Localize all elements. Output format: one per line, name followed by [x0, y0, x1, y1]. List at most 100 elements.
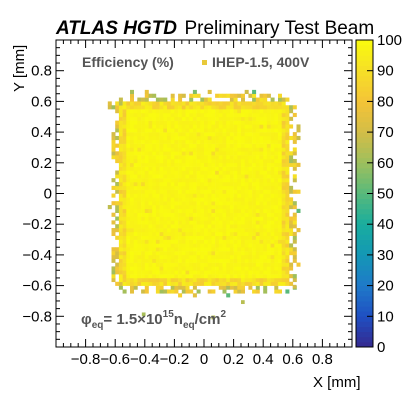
heatmap-cell — [159, 166, 164, 171]
heatmap-cell — [263, 254, 268, 260]
heatmap-cell — [204, 205, 208, 210]
heatmap-cell — [237, 170, 242, 175]
heatmap-cell — [241, 277, 245, 283]
heatmap-cell — [178, 293, 183, 298]
heatmap-cell — [252, 135, 257, 141]
heatmap-cell — [170, 270, 175, 275]
heatmap-cell — [141, 109, 146, 114]
heatmap-cell — [211, 189, 216, 194]
heatmap-cell — [237, 216, 242, 221]
heatmap-cell — [244, 147, 249, 152]
heatmap-cell — [189, 243, 194, 248]
heatmap-cell — [133, 262, 138, 267]
heatmap-cell — [107, 101, 112, 106]
heatmap-cell — [274, 231, 279, 237]
heatmap-cell — [226, 132, 231, 137]
heatmap-cell — [141, 162, 146, 167]
heatmap-cell — [229, 239, 234, 244]
heatmap-cell — [174, 251, 179, 256]
colorbar-segment — [356, 75, 373, 82]
heatmap-cell — [237, 201, 242, 206]
heatmap-cell — [189, 158, 194, 164]
heatmap-cell — [266, 105, 271, 110]
heatmap-cell — [211, 224, 216, 229]
y-tick-label: 0 — [44, 186, 52, 203]
heatmap-cell — [155, 235, 160, 240]
heatmap-cell — [144, 235, 149, 240]
y-tick-label: −0.8 — [22, 308, 52, 325]
heatmap-cell — [163, 101, 168, 106]
heatmap-cell — [163, 239, 168, 244]
heatmap-cell — [189, 274, 194, 279]
heatmap-cell — [192, 277, 197, 283]
heatmap-cell — [244, 185, 249, 190]
heatmap-cell — [155, 247, 160, 252]
heatmap-cell — [196, 274, 201, 279]
heatmap-cell — [152, 135, 157, 141]
heatmap-cell — [185, 247, 190, 252]
heatmap-cell — [174, 258, 179, 263]
heatmap-cell — [226, 105, 231, 110]
heatmap-cell — [278, 97, 282, 102]
heatmap-cell — [274, 224, 279, 229]
heatmap-cell — [152, 185, 157, 190]
heatmap-cell — [152, 170, 157, 175]
heatmap-cell — [152, 220, 157, 225]
heatmap-cell — [170, 101, 175, 106]
heatmap-cell — [178, 135, 183, 141]
heatmap-cell — [278, 93, 282, 98]
heatmap-cell — [259, 193, 264, 198]
heatmap-cell — [118, 270, 123, 275]
heatmap-cell — [218, 155, 223, 160]
heatmap-cell — [270, 274, 275, 279]
heatmap-cell — [207, 158, 212, 164]
heatmap-cell — [218, 162, 223, 167]
heatmap-cell — [141, 239, 146, 244]
heatmap-cell — [126, 128, 131, 133]
heatmap-cell — [204, 151, 208, 156]
heatmap-cell — [181, 178, 186, 183]
heatmap-cell — [152, 262, 157, 267]
heatmap-cell — [144, 109, 149, 114]
heatmap-cell — [185, 143, 190, 148]
heatmap-cell — [226, 116, 231, 121]
heatmap-cell — [200, 158, 205, 164]
heatmap-cell — [255, 193, 260, 198]
heatmap-cell — [144, 120, 149, 125]
heatmap-cell — [115, 185, 120, 190]
heatmap-cell — [281, 128, 286, 133]
heatmap-cell — [237, 174, 242, 179]
heatmap-cell — [185, 266, 190, 271]
heatmap-cell — [241, 124, 245, 129]
heatmap-cell — [122, 258, 127, 263]
heatmap-cell — [222, 101, 227, 106]
heatmap-cell — [181, 212, 186, 217]
heatmap-cell — [133, 124, 138, 129]
heatmap-cell — [229, 212, 234, 217]
heatmap-cell — [263, 185, 268, 190]
heatmap-cell — [192, 239, 197, 244]
heatmap-cell — [278, 262, 282, 267]
heatmap-cell — [126, 166, 131, 171]
colorbar-segment — [356, 116, 373, 123]
heatmap-cell — [285, 270, 290, 275]
heatmap-cell — [141, 166, 146, 171]
heatmap-cell — [133, 193, 138, 198]
y-tick-label: 0.2 — [31, 155, 52, 172]
heatmap-cell — [244, 243, 249, 248]
heatmap-cell — [270, 155, 275, 160]
heatmap-cell — [163, 124, 168, 129]
heatmap-cell — [255, 109, 260, 114]
heatmap-cell — [229, 101, 234, 106]
heatmap-cell — [237, 124, 242, 129]
heatmap-cell — [189, 128, 194, 133]
heatmap-cell — [215, 155, 220, 160]
heatmap-cell — [229, 216, 234, 221]
heatmap-cell — [259, 151, 264, 156]
heatmap-cell — [185, 135, 190, 141]
x-tick-label: −0.6 — [100, 351, 130, 368]
heatmap-cell — [222, 231, 227, 237]
heatmap-cell — [155, 109, 160, 114]
heatmap-cell — [259, 281, 264, 286]
heatmap-cell — [192, 251, 197, 256]
